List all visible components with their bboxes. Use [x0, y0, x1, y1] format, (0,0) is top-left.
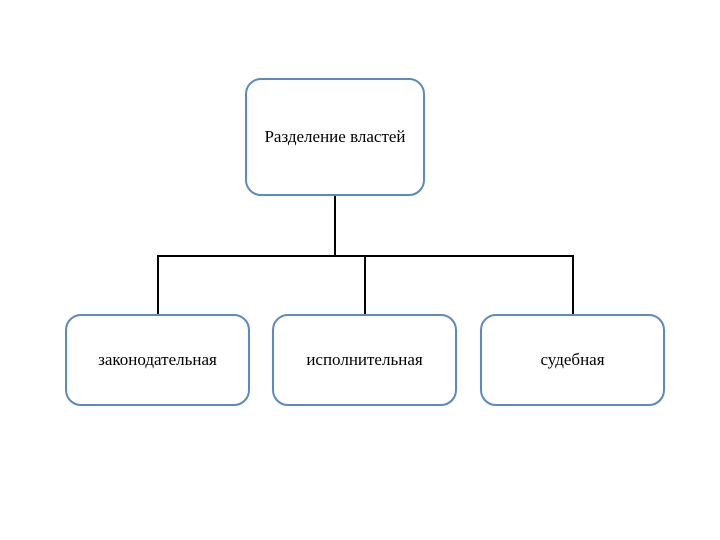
node-child-1: законодательная [65, 314, 250, 406]
connector-root-stem [334, 196, 336, 255]
connector-drop-mid [364, 255, 366, 314]
node-child-1-label: законодательная [98, 349, 217, 371]
node-child-3-label: судебная [540, 349, 604, 371]
connector-drop-right [572, 255, 574, 314]
connector-drop-left [157, 255, 159, 314]
node-child-2-label: исполнительная [306, 349, 422, 371]
node-child-2: исполнительная [272, 314, 457, 406]
node-child-3: судебная [480, 314, 665, 406]
node-root-label: Разделение властей [264, 126, 405, 148]
node-root: Разделение властей [245, 78, 425, 196]
